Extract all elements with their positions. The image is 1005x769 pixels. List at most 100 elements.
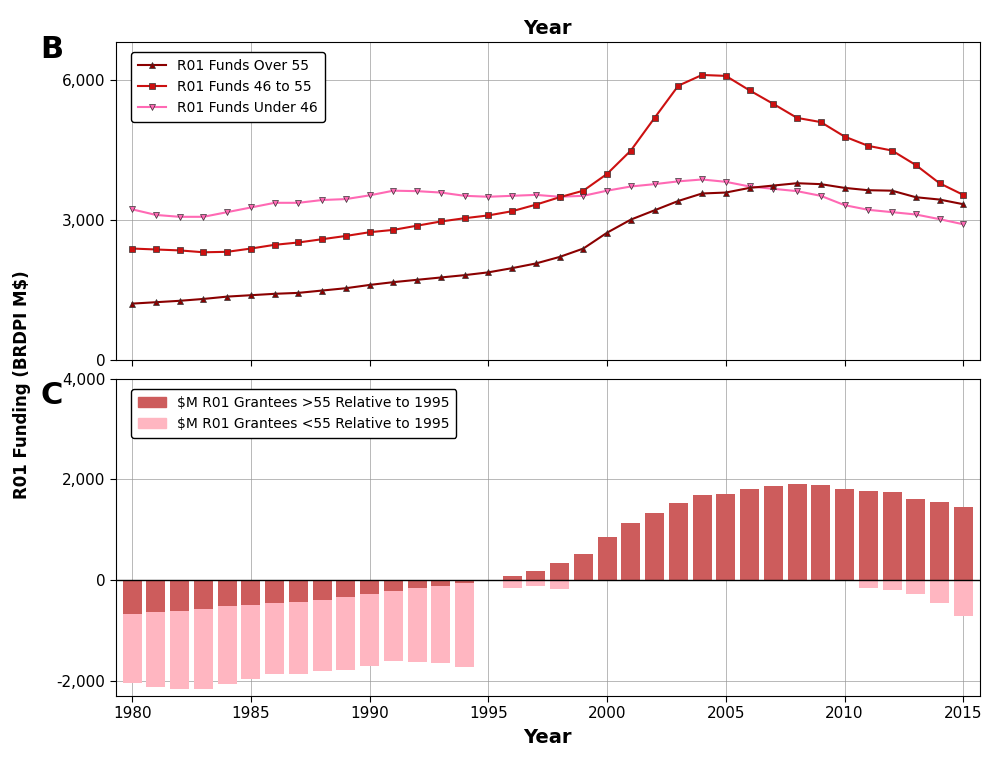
R01 Funds Under 46	[458, 191, 470, 201]
Bar	[859, 580, 877, 588]
R01 Funds Over 55	[886, 186, 898, 195]
Bar	[170, 580, 189, 689]
Bar	[384, 580, 403, 591]
R01 Funds Under 46	[530, 190, 542, 199]
Bar	[621, 569, 640, 580]
Bar	[337, 580, 356, 671]
R01 Funds 46 to 55	[767, 99, 779, 108]
R01 Funds Over 55	[625, 215, 637, 225]
R01 Funds Over 55	[934, 195, 946, 204]
R01 Funds Over 55	[815, 179, 827, 188]
R01 Funds Under 46	[174, 212, 186, 221]
R01 Funds 46 to 55	[150, 245, 162, 254]
R01 Funds Under 46	[720, 177, 732, 186]
Bar	[907, 499, 926, 580]
Bar	[527, 571, 546, 580]
R01 Funds Under 46	[364, 191, 376, 200]
Bar	[408, 580, 427, 661]
R01 Funds Under 46	[862, 205, 874, 215]
R01 Funds 46 to 55	[364, 228, 376, 237]
Bar	[740, 489, 759, 580]
R01 Funds 46 to 55	[387, 225, 399, 235]
Bar	[431, 580, 450, 663]
Bar	[668, 538, 687, 580]
R01 Funds 46 to 55	[934, 178, 946, 188]
R01 Funds Under 46	[268, 198, 280, 208]
Bar	[645, 560, 664, 580]
R01 Funds 46 to 55	[127, 244, 139, 253]
Bar	[859, 491, 877, 580]
Bar	[502, 580, 522, 588]
Bar	[717, 494, 736, 580]
R01 Funds Under 46	[435, 188, 447, 197]
Bar	[835, 570, 854, 580]
R01 Funds Over 55	[364, 281, 376, 290]
R01 Funds Over 55	[744, 183, 756, 192]
R01 Funds Over 55	[672, 196, 684, 205]
R01 Funds Under 46	[507, 191, 519, 201]
R01 Funds Over 55	[340, 284, 352, 293]
R01 Funds 46 to 55	[957, 190, 969, 199]
R01 Funds Over 55	[554, 252, 566, 261]
R01 Funds Over 55	[530, 259, 542, 268]
R01 Funds Over 55	[507, 264, 519, 273]
Bar	[455, 580, 474, 583]
Legend: R01 Funds Over 55, R01 Funds 46 to 55, R01 Funds Under 46: R01 Funds Over 55, R01 Funds 46 to 55, R…	[132, 52, 325, 122]
Bar	[194, 580, 213, 689]
R01 Funds Over 55	[127, 299, 139, 308]
Bar	[147, 580, 166, 687]
R01 Funds Under 46	[411, 187, 423, 196]
Bar	[313, 580, 332, 671]
R01 Funds Over 55	[482, 268, 494, 277]
R01 Funds Under 46	[197, 212, 209, 221]
Bar	[194, 580, 213, 609]
Bar	[907, 580, 926, 594]
R01 Funds Under 46	[221, 208, 233, 217]
R01 Funds Under 46	[482, 192, 494, 201]
R01 Funds Under 46	[127, 205, 139, 214]
Bar	[431, 580, 450, 586]
R01 Funds 46 to 55	[197, 248, 209, 257]
Bar	[692, 495, 712, 580]
Bar	[835, 489, 854, 580]
R01 Funds Over 55	[957, 200, 969, 209]
Bar	[598, 572, 617, 580]
R01 Funds Under 46	[767, 185, 779, 194]
R01 Funds Under 46	[696, 175, 709, 184]
Bar	[527, 580, 546, 586]
Bar	[882, 492, 901, 580]
Line: R01 Funds 46 to 55: R01 Funds 46 to 55	[129, 72, 967, 256]
R01 Funds Under 46	[340, 195, 352, 204]
R01 Funds Under 46	[317, 195, 329, 205]
R01 Funds Under 46	[577, 191, 589, 201]
R01 Funds Under 46	[672, 177, 684, 186]
R01 Funds Over 55	[720, 188, 732, 197]
Bar	[930, 501, 949, 580]
Text: C: C	[40, 381, 62, 410]
R01 Funds Over 55	[696, 189, 709, 198]
R01 Funds Over 55	[292, 288, 305, 298]
R01 Funds 46 to 55	[482, 211, 494, 220]
R01 Funds 46 to 55	[221, 247, 233, 256]
Bar	[882, 580, 901, 590]
Bar	[621, 523, 640, 580]
R01 Funds Under 46	[292, 198, 305, 208]
R01 Funds Over 55	[387, 278, 399, 287]
Bar	[218, 580, 236, 684]
R01 Funds Under 46	[886, 208, 898, 217]
Bar	[360, 580, 379, 666]
R01 Funds 46 to 55	[910, 161, 922, 170]
R01 Funds Over 55	[150, 298, 162, 307]
R01 Funds Under 46	[648, 179, 660, 188]
R01 Funds Under 46	[245, 203, 257, 212]
Bar	[764, 487, 783, 580]
R01 Funds 46 to 55	[554, 192, 566, 201]
Bar	[930, 580, 949, 603]
R01 Funds 46 to 55	[411, 221, 423, 230]
Bar	[550, 564, 569, 580]
R01 Funds 46 to 55	[577, 186, 589, 195]
R01 Funds 46 to 55	[744, 86, 756, 95]
X-axis label: Year: Year	[524, 728, 572, 747]
Legend: $M R01 Grantees >55 Relative to 1995, $M R01 Grantees <55 Relative to 1995: $M R01 Grantees >55 Relative to 1995, $M…	[132, 389, 456, 438]
Bar	[147, 580, 166, 612]
